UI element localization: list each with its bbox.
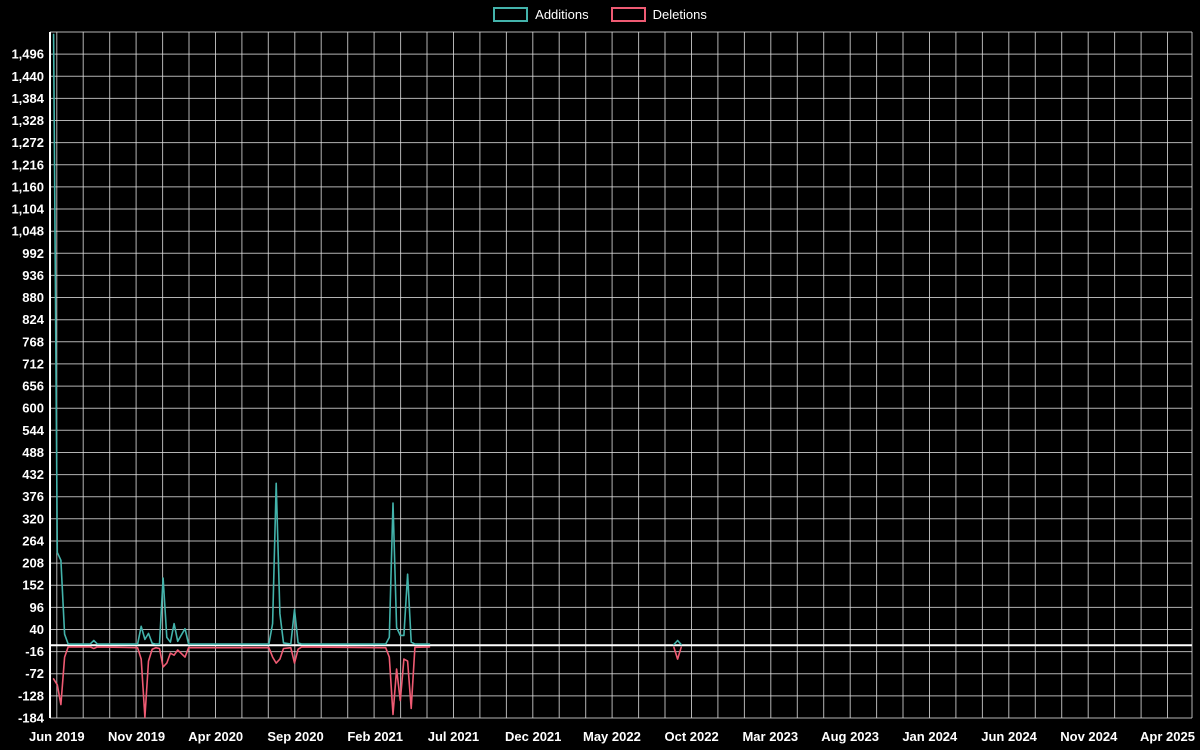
x-axis-label: Aug 2023: [821, 729, 879, 744]
additions-line: [673, 639, 683, 646]
legend-item-additions[interactable]: Additions: [493, 7, 589, 22]
y-axis-label: 824: [22, 312, 44, 327]
x-axis-label: Dec 2021: [505, 729, 561, 744]
y-axis-label: 488: [22, 445, 44, 460]
deletions-line: [673, 646, 683, 660]
x-axis-label: Apr 2020: [188, 729, 243, 744]
y-axis-label: 40: [30, 622, 44, 637]
additions-line: [52, 33, 431, 645]
y-axis-label: 1,048: [11, 224, 44, 239]
x-axis-label: Nov 2024: [1060, 729, 1118, 744]
y-axis-label: 1,496: [11, 47, 44, 62]
x-axis-label: Sep 2020: [267, 729, 323, 744]
x-axis-label: Jul 2021: [428, 729, 479, 744]
y-axis-label: 768: [22, 334, 44, 349]
y-axis-label: 1,328: [11, 113, 44, 128]
legend-label-additions: Additions: [535, 7, 589, 22]
x-axis-label: Jun 2019: [29, 729, 85, 744]
legend-item-deletions[interactable]: Deletions: [610, 7, 707, 22]
y-axis-label: 432: [22, 467, 44, 482]
y-axis-label: 1,216: [11, 157, 44, 172]
x-axis-label: Feb 2021: [347, 729, 403, 744]
x-axis-label: Jun 2024: [981, 729, 1037, 744]
y-axis-label: 936: [22, 268, 44, 283]
deletions-swatch-icon: [610, 7, 646, 22]
deletions-line: [52, 646, 431, 719]
y-axis-label: 1,384: [11, 91, 44, 106]
y-axis-label: 1,272: [11, 135, 44, 150]
y-axis-label: 880: [22, 290, 44, 305]
y-axis-label: 1,104: [11, 202, 44, 217]
x-axis-label: Nov 2019: [108, 729, 165, 744]
y-axis-label: 656: [22, 379, 44, 394]
y-axis-label: 96: [30, 600, 44, 615]
y-axis-label: 320: [22, 511, 44, 526]
y-axis-label: 544: [22, 423, 44, 438]
y-axis-label: 1,440: [11, 69, 44, 84]
y-axis-label: -184: [18, 711, 45, 726]
x-axis-label: May 2022: [583, 729, 641, 744]
chart-legend: Additions Deletions: [0, 7, 1200, 22]
x-axis-label: Jan 2024: [902, 729, 958, 744]
y-axis-label: -16: [25, 644, 44, 659]
y-axis-label: 208: [22, 556, 44, 571]
y-axis-label: -128: [18, 688, 44, 703]
y-axis-label: 376: [22, 489, 44, 504]
additions-swatch-icon: [493, 7, 529, 22]
y-axis-label: 712: [22, 356, 44, 371]
y-axis-label: -72: [25, 666, 44, 681]
x-axis-label: Mar 2023: [742, 729, 798, 744]
y-axis-label: 992: [22, 246, 44, 261]
x-axis-label: Oct 2022: [664, 729, 718, 744]
legend-label-deletions: Deletions: [652, 7, 707, 22]
y-axis-label: 600: [22, 401, 44, 416]
y-axis-label: 264: [22, 534, 44, 549]
x-axis-label: Apr 2025: [1140, 729, 1195, 744]
y-axis-label: 1,160: [11, 179, 44, 194]
y-axis-label: 152: [22, 578, 44, 593]
